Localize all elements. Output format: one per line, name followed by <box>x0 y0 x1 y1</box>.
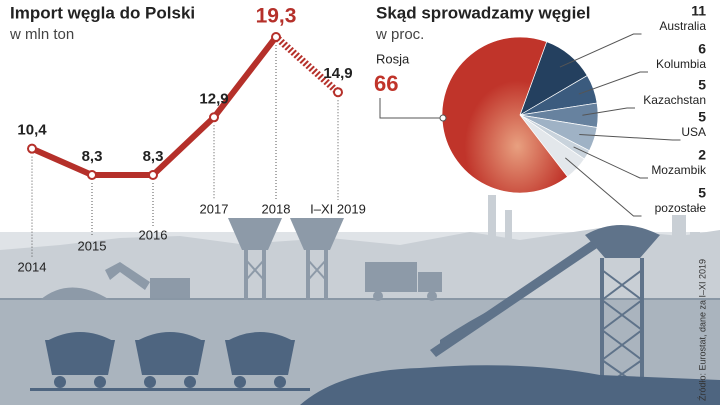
pie-value: 5 <box>698 109 706 125</box>
value-label: 10,4 <box>17 122 47 139</box>
pie-value: 11 <box>691 3 706 19</box>
connector <box>582 107 635 116</box>
pie-label: Mozambik <box>651 163 707 177</box>
pie-label: Australia <box>659 19 706 33</box>
pie-chart-title: Skąd sprowadzamy węgiel <box>376 3 590 22</box>
value-label: 14,9 <box>323 65 352 82</box>
pie-label: USA <box>681 125 706 139</box>
connector <box>565 157 642 217</box>
pie-label: pozostałe <box>655 201 707 215</box>
x-tick-label: 2015 <box>78 238 107 253</box>
x-tick-label: I–XI 2019 <box>310 201 366 216</box>
pie-chart-subtitle: w proc. <box>375 26 424 43</box>
pie-value: 66 <box>374 71 398 96</box>
connector <box>578 71 648 95</box>
pie-value: 5 <box>698 77 706 93</box>
connector <box>573 146 648 179</box>
value-label: 8,3 <box>82 148 103 165</box>
connector <box>559 33 642 68</box>
connector <box>379 98 442 119</box>
connector <box>579 133 681 141</box>
background-scene <box>0 195 720 405</box>
data-point <box>271 32 281 42</box>
x-tick-label: 2018 <box>262 201 291 216</box>
line-chart-subtitle: w mln ton <box>9 26 74 43</box>
pie-value: 6 <box>698 41 706 57</box>
data-point <box>87 170 97 180</box>
x-tick-label: 2014 <box>18 259 47 274</box>
data-line-partial <box>273 34 341 95</box>
data-point <box>333 87 343 98</box>
pie-value: 5 <box>698 185 706 201</box>
connector-dot <box>439 114 447 122</box>
pie-label: Kolumbia <box>656 57 706 71</box>
pie-value: 2 <box>698 147 706 163</box>
pie-label: Kazachstan <box>643 93 706 107</box>
data-point <box>209 112 219 123</box>
value-label: 19,3 <box>256 5 297 28</box>
pie-label: Rosja <box>376 51 410 66</box>
data-point <box>148 170 158 180</box>
source-note: Źródło: Eurostat, dane za I–XI 2019 <box>697 259 707 401</box>
pie-slice <box>441 36 569 194</box>
x-tick-label: 2017 <box>200 201 229 216</box>
x-tick-label: 2016 <box>139 227 168 242</box>
value-label: 12,9 <box>199 90 228 107</box>
value-label: 8,3 <box>143 148 164 165</box>
data-point <box>27 143 37 154</box>
line-chart-title: Import węgla do Polski <box>10 3 195 22</box>
